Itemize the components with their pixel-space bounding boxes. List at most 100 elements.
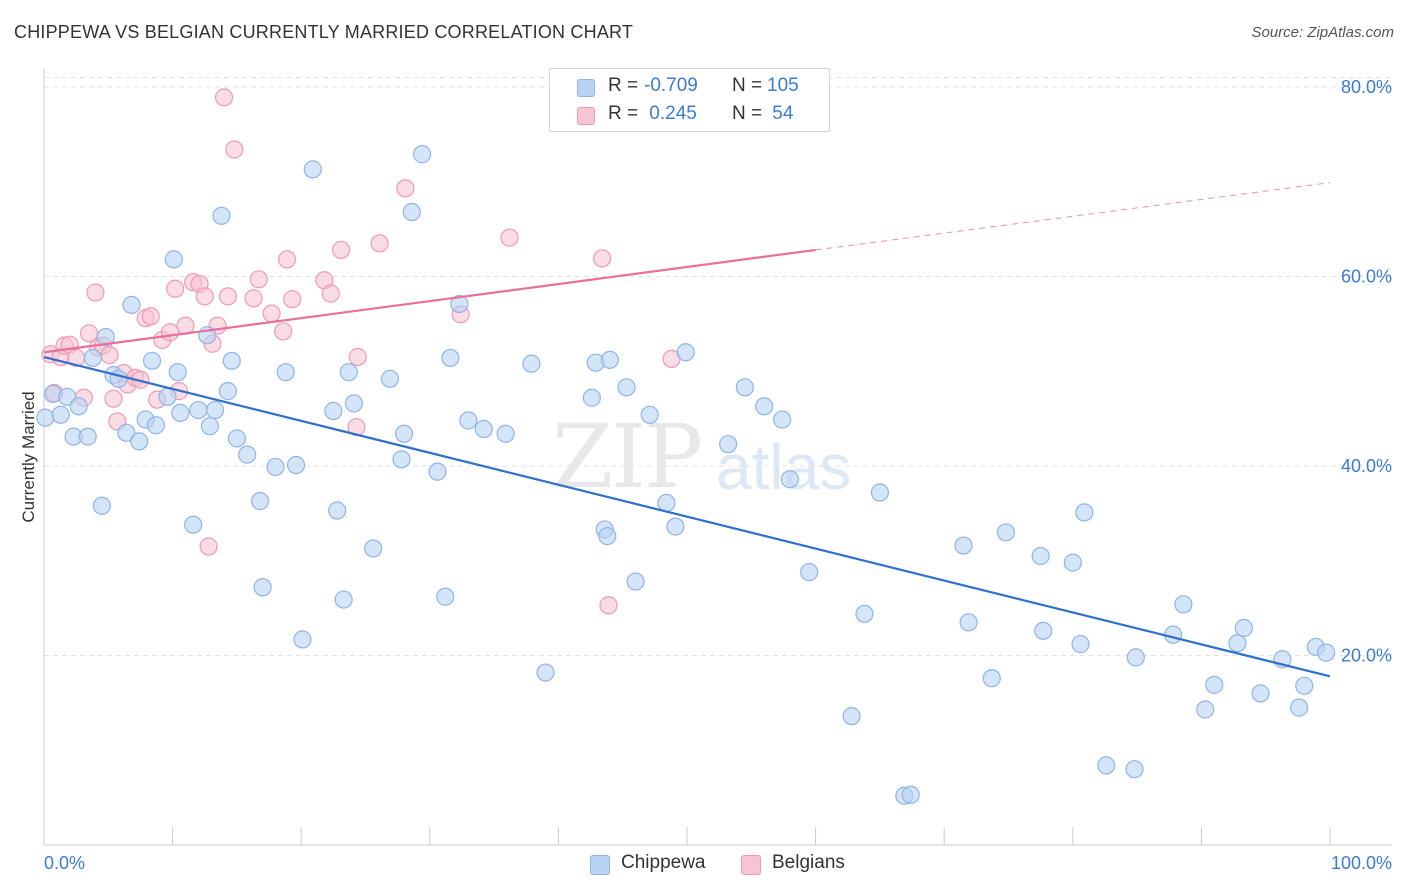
belgians-legend-label: Belgians [772, 852, 845, 873]
belgians-point [500, 228, 519, 247]
chippewa-point [328, 501, 347, 520]
chippewa-point [109, 369, 128, 388]
chippewa-point [474, 419, 493, 439]
chippewa-point [626, 572, 645, 591]
chippewa-point [1234, 618, 1253, 638]
chippewa-point [218, 382, 237, 401]
belgians-point [100, 346, 119, 365]
y-tick-label: 80.0% [1341, 77, 1392, 97]
legend-n-value-chippewa: 105 [767, 75, 799, 96]
chippewa-point [600, 350, 619, 369]
belgians-point [274, 322, 293, 341]
chippewa-point [142, 351, 162, 370]
chippewa-point [117, 423, 136, 442]
chippewa-point [1034, 621, 1053, 640]
chippewa-point [954, 536, 973, 555]
legend-r-label: R = [608, 75, 639, 96]
belgians-point [321, 284, 340, 303]
chippewa-point [1228, 634, 1247, 653]
y-tick-label: 40.0% [1341, 456, 1392, 476]
chippewa-point [522, 354, 541, 373]
chippewa-point [428, 462, 447, 481]
chippewa-point [640, 405, 659, 424]
chippewa-point [1196, 700, 1215, 719]
chippewa-point [412, 145, 432, 164]
chippewa-point [344, 394, 364, 413]
chippewa-legend-label: Chippewa [621, 852, 706, 873]
chippewa-point [96, 328, 115, 347]
chippewa-point [1097, 756, 1116, 775]
chippewa-point [666, 517, 685, 536]
belgians-point [262, 304, 281, 323]
watermark-atlas: atlas [716, 431, 852, 503]
chippewa-point [303, 160, 322, 179]
chippewa-point [1164, 625, 1183, 644]
chippewa-point [676, 343, 695, 362]
chippewa-point [324, 401, 343, 421]
chippewa-point [773, 410, 792, 429]
chippewa-trend-line [43, 355, 1331, 678]
chippewa-point [1031, 546, 1050, 566]
chippewa-point [800, 563, 819, 582]
chippewa-point [719, 435, 738, 454]
belgians-point [160, 323, 180, 342]
chippewa-point [1126, 648, 1145, 667]
chippewa-point [755, 397, 774, 416]
chippewa-point [164, 250, 183, 269]
chippewa-point [780, 470, 799, 489]
belgians-point [277, 250, 297, 269]
tick-labels: 20.0% 40.0% 60.0% 80.0% 0.0% 100.0% [44, 77, 1392, 873]
chippewa-point [339, 363, 358, 382]
chippewa-point [380, 369, 400, 388]
chippewa-point [617, 378, 636, 397]
belgians-legend-swatch [741, 855, 761, 875]
legend-n-value-belgians: 54 [767, 103, 794, 124]
chippewa-point [901, 785, 920, 804]
chippewa-point [266, 457, 285, 477]
belgians-point [141, 307, 160, 326]
chart-title: CHIPPEWA VS BELGIAN CURRENTLY MARRIED CO… [14, 22, 634, 42]
chippewa-point [959, 613, 978, 632]
chippewa-point [69, 397, 88, 416]
x-tick-label: 0.0% [44, 853, 85, 873]
chippewa-point [200, 417, 219, 436]
chippewa-point [130, 432, 149, 451]
chippewa-point [286, 455, 306, 475]
chippewa-point [364, 539, 383, 558]
chippewa-point [293, 630, 312, 649]
chippewa-point [1317, 643, 1336, 662]
chippewa-point [735, 378, 754, 397]
chippewa-point [496, 424, 515, 443]
belgians-swatch [577, 107, 595, 125]
chippewa-point [870, 483, 890, 502]
legend-n-label: N = [732, 103, 763, 124]
chippewa-point [842, 707, 861, 726]
legend-n-label: N = [732, 75, 763, 96]
belgians-point [348, 347, 367, 367]
legend-r-value-belgians: 0.245 [644, 103, 697, 124]
chippewa-point [982, 669, 1001, 688]
belgians-point [249, 270, 268, 289]
belgians-trend-extension [815, 182, 1331, 251]
source-label: Source: ZipAtlas.com [1251, 24, 1394, 41]
chippewa-point [51, 405, 70, 424]
legend-r-value-chippewa: -0.709 [644, 75, 698, 96]
y-tick-label: 20.0% [1341, 645, 1392, 665]
chippewa-point [189, 400, 208, 420]
chippewa-point [334, 590, 353, 609]
y-tick-label: 60.0% [1341, 266, 1392, 286]
chippewa-point [83, 348, 102, 368]
belgians-point [593, 249, 612, 268]
chippewa-point [227, 429, 246, 448]
chippewa-point [536, 663, 555, 682]
chippewa-point [450, 294, 469, 314]
chippewa-point [238, 445, 257, 464]
chippewa-point [1071, 635, 1090, 654]
legend-row-chippewa: R = -0.709 N = 105 [550, 73, 829, 101]
chippewa-point [276, 363, 295, 382]
chippewa-point [250, 491, 270, 511]
chippewa-point [1205, 675, 1224, 694]
chippewa-point [582, 388, 601, 407]
chippewa-point [146, 416, 165, 435]
